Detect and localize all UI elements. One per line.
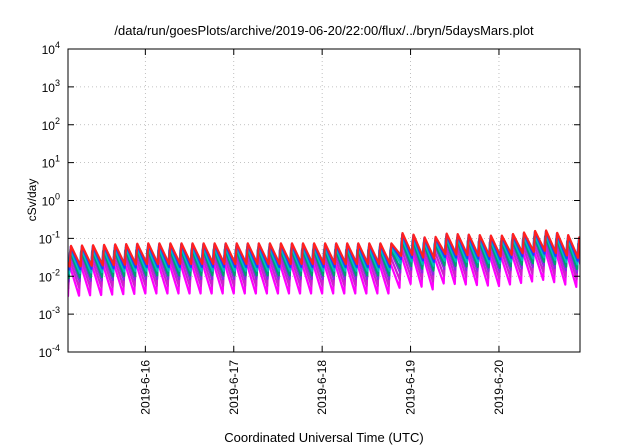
x-tick-label: 2019-6-17 bbox=[227, 360, 241, 415]
grid-lines bbox=[68, 49, 580, 352]
x-tick-label: 2019-6-20 bbox=[492, 360, 506, 415]
chart-title: /data/run/goesPlots/archive/2019-06-20/2… bbox=[114, 23, 534, 38]
x-tick-label: 2019-6-16 bbox=[138, 360, 152, 415]
y-tick-label: 10-1 bbox=[39, 229, 60, 246]
y-tick-label: 100 bbox=[42, 192, 60, 209]
data-series bbox=[68, 229, 580, 298]
y-axis-ticks: 10-4 10-3 10-2 10-1 100 101 102 103 104 bbox=[39, 40, 580, 360]
y-tick-label: 101 bbox=[42, 154, 60, 171]
y-axis-label: cSv/day bbox=[25, 179, 39, 222]
y-tick-label: 10-4 bbox=[39, 343, 60, 360]
y-tick-label: 103 bbox=[42, 78, 60, 95]
x-tick-label: 2019-6-18 bbox=[315, 360, 329, 415]
x-axis-ticks: 2019-6-16 2019-6-17 2019-6-18 2019-6-19 2019… bbox=[138, 49, 506, 415]
x-axis-label: Coordinated Universal Time (UTC) bbox=[224, 430, 423, 445]
y-tick-label: 10-2 bbox=[39, 267, 60, 284]
series-line bbox=[68, 247, 580, 298]
y-tick-label: 102 bbox=[42, 116, 60, 133]
y-tick-label: 104 bbox=[42, 40, 60, 57]
series-line bbox=[68, 229, 580, 268]
y-tick-label: 10-3 bbox=[39, 305, 60, 322]
x-tick-label: 2019-6-19 bbox=[404, 360, 418, 415]
